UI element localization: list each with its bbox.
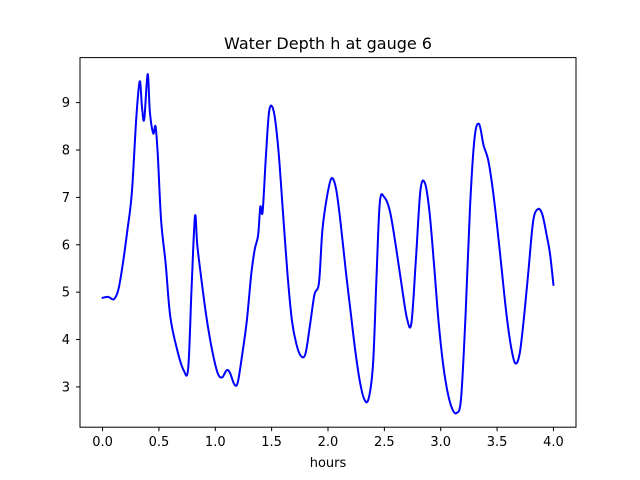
x-tick-label: 0.0 bbox=[92, 435, 113, 450]
x-tick-label: 1.0 bbox=[205, 435, 226, 450]
y-tick-label: 7 bbox=[62, 191, 70, 206]
x-axis: 0.0 0.5 1.0 1.5 2.0 2.5 3.0 3.5 4.0 bbox=[92, 427, 564, 450]
y-tick-label: 3 bbox=[62, 380, 70, 395]
x-tick-label: 4.0 bbox=[543, 435, 564, 450]
water-depth-line bbox=[101, 73, 555, 415]
x-tick-label: 3.5 bbox=[487, 435, 508, 450]
y-tick-label: 9 bbox=[62, 96, 70, 111]
x-tick-label: 3.0 bbox=[430, 435, 451, 450]
x-tick-label: 2.5 bbox=[374, 435, 395, 450]
y-tick-label: 4 bbox=[62, 333, 70, 348]
y-tick-label: 8 bbox=[62, 144, 70, 159]
x-tick-label: 0.5 bbox=[149, 435, 170, 450]
y-tick-label: 6 bbox=[62, 238, 70, 253]
y-axis: 3 4 5 6 7 8 9 bbox=[62, 96, 80, 395]
x-axis-label: hours bbox=[310, 456, 347, 471]
y-tick-label: 5 bbox=[62, 286, 70, 301]
chart-title: Water Depth h at gauge 6 bbox=[224, 34, 432, 53]
x-tick-label: 2.0 bbox=[318, 435, 339, 450]
series-layer bbox=[101, 73, 555, 415]
x-tick-label: 1.5 bbox=[261, 435, 282, 450]
